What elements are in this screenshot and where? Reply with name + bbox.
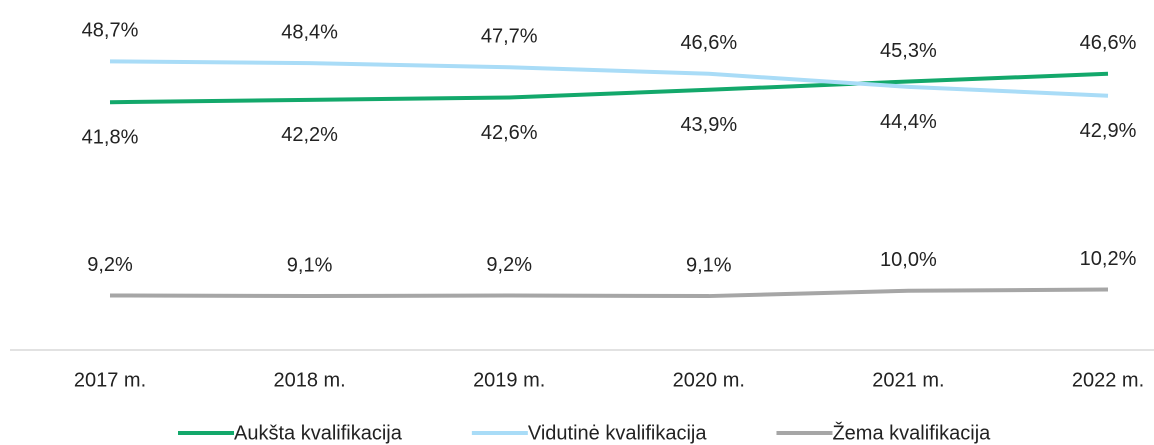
data-label: 48,4% (281, 21, 338, 43)
data-label: 45,3% (880, 40, 937, 62)
data-label: 47,7% (481, 26, 538, 48)
data-label: 43,9% (680, 114, 737, 136)
series-line (109, 287, 1109, 299)
x-tick-label: 2018 m. (273, 369, 345, 391)
x-tick-label: 2019 m. (473, 369, 545, 391)
x-tick-label: 2020 m. (673, 369, 745, 391)
data-label: 9,1% (686, 254, 732, 276)
data-label: 41,8% (82, 127, 139, 149)
series-line (109, 59, 1109, 98)
data-label: 9,1% (287, 254, 333, 276)
x-tick-label: 2021 m. (872, 369, 944, 391)
legend-label: Vidutinė kvalifikacija (528, 422, 707, 444)
data-label: 46,6% (680, 32, 737, 54)
legend-label: Žema kvalifikacija (832, 421, 991, 444)
legend-label: Aukšta kvalifikacija (234, 422, 403, 444)
data-label: 42,2% (281, 124, 338, 146)
x-tick-label: 2017 m. (74, 369, 146, 391)
x-tick-label: 2022 m. (1072, 369, 1144, 391)
data-label: 44,4% (880, 111, 937, 133)
data-label: 10,0% (880, 249, 937, 271)
data-label: 46,6% (1080, 32, 1137, 54)
series-line (109, 71, 1109, 105)
data-label: 9,2% (486, 254, 532, 276)
data-label: 9,2% (87, 254, 133, 276)
data-label: 48,7% (82, 20, 139, 42)
data-label: 10,2% (1080, 248, 1137, 270)
data-label: 42,6% (481, 122, 538, 144)
data-label: 42,9% (1080, 120, 1137, 142)
